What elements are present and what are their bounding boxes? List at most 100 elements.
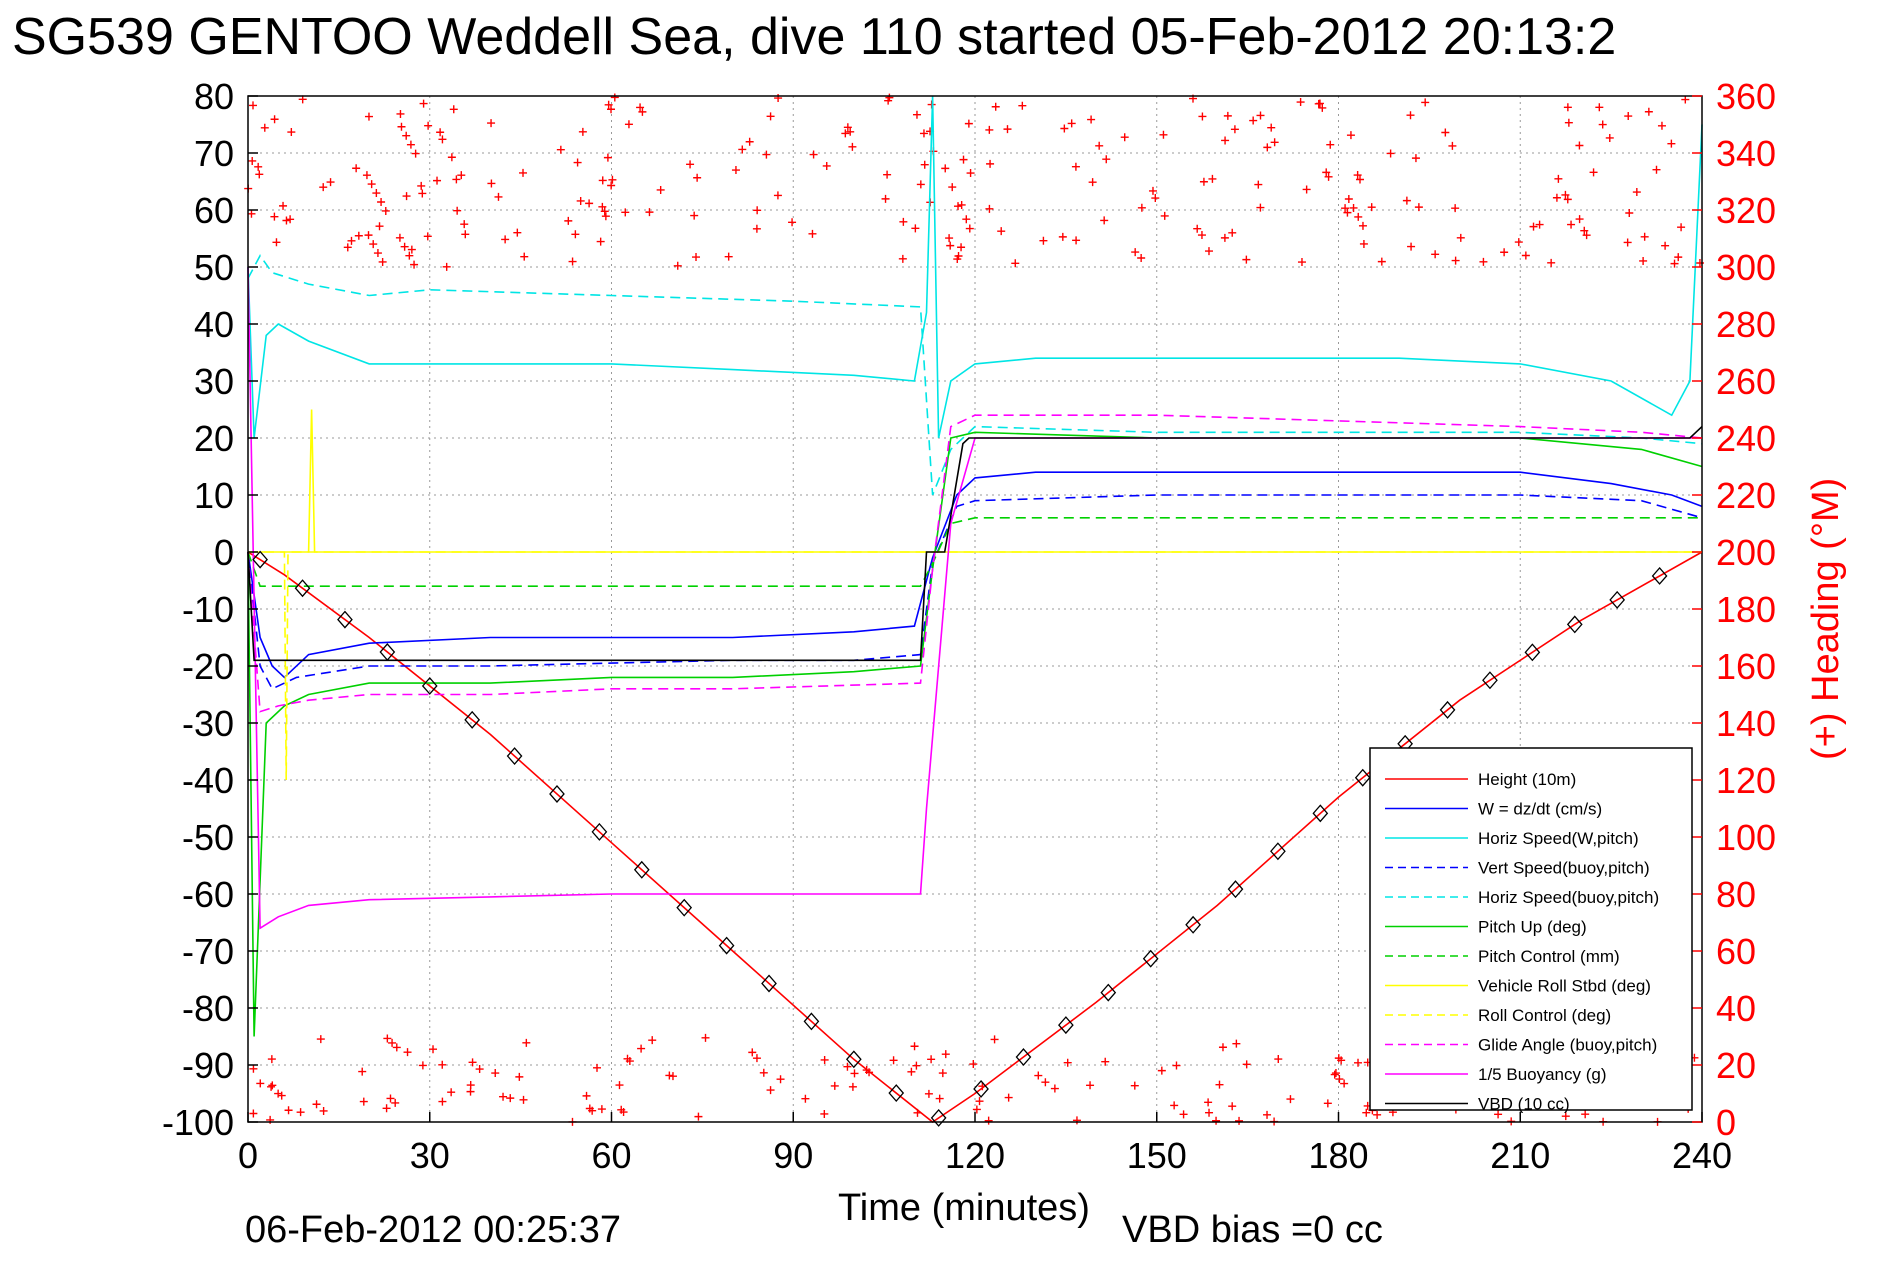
heading-marker [442,262,451,271]
heading-marker [1058,232,1067,241]
heading-marker [433,176,442,185]
heading-marker [1677,223,1686,232]
x-tick-label: 60 [591,1135,631,1176]
height-marker [1439,700,1456,719]
series-line-roll-control-deg [248,551,1702,781]
y-tick-label: -100 [162,1102,234,1143]
height-marker [1015,1048,1032,1067]
legend-label: Height (10m) [1478,770,1576,789]
heading-marker [1003,125,1012,134]
heading-marker [461,230,470,239]
height-marker [1609,590,1626,609]
heading-marker [358,1067,367,1076]
heading-marker [986,159,995,168]
series-line-horiz-speed-buoy-pitch [247,254,1703,496]
heading-marker [938,1069,947,1078]
heading-marker [1322,168,1331,177]
y-right-tick-label: 20 [1716,1045,1756,1086]
heading-marker [920,160,929,169]
heading-marker [690,211,699,220]
heading-marker [438,1060,447,1069]
heading-marker [1100,216,1109,225]
legend-label: Horiz Speed(W,pitch) [1478,829,1639,848]
heading-marker [596,237,605,246]
heading-marker [249,1109,258,1118]
heading-marker [319,1106,328,1115]
y-tick-label: -90 [182,1045,234,1086]
heading-marker [377,197,386,206]
timestamp-footer: 06-Feb-2012 00:25:37 [245,1209,621,1251]
height-marker [930,1108,947,1127]
height-marker [1524,643,1541,662]
height-marker [1312,804,1329,823]
heading-marker [1254,180,1263,189]
heading-marker [1256,111,1265,120]
heading-marker [1095,141,1104,150]
heading-marker [1407,242,1416,251]
heading-marker [1220,233,1229,242]
height-marker [506,747,523,766]
heading-marker [522,1038,531,1047]
heading-marker [1340,1079,1349,1088]
x-tick-label: 30 [410,1135,450,1176]
legend-label: Roll Control (deg) [1478,1006,1611,1025]
height-markers [252,550,1668,1127]
heading-marker [1561,190,1570,199]
height-marker [1142,949,1159,968]
heading-marker [924,1089,933,1098]
heading-marker [1137,254,1146,263]
heading-marker [1353,171,1362,180]
heading-marker [964,119,973,128]
y-right-tick-label: 320 [1716,190,1776,231]
heading-marker [1331,1069,1340,1078]
heading-marker [1346,131,1355,140]
heading-marker [513,228,522,237]
heading-marker [585,199,594,208]
heading-marker [287,128,296,137]
height-marker [1227,880,1244,899]
heading-marker [645,208,654,217]
heading-marker [272,238,281,247]
heading-marker [282,216,291,225]
heading-marker [884,96,893,105]
heading-marker [1256,203,1265,212]
heading-marker [753,206,762,215]
heading-marker [1215,1080,1224,1089]
height-marker [1058,1016,1074,1035]
heading-marker [487,179,496,188]
y-tick-label: 40 [194,304,234,345]
heading-marker [957,243,966,252]
heading-marker [843,123,852,132]
heading-marker [1267,123,1276,132]
heading-marker [447,153,456,162]
heading-marker [673,261,682,270]
heading-marker [1204,1098,1213,1107]
heading-marker [759,1068,768,1077]
series-line-glide-angle-buoy-pitch [247,414,1703,713]
height-marker [1482,671,1498,690]
heading-marker [1179,1110,1188,1119]
legend-label: Pitch Up (deg) [1478,918,1587,937]
heading-marker [475,1065,484,1074]
heading-marker [1067,119,1076,128]
heading-marker [1228,1102,1237,1111]
heading-marker [883,170,892,179]
heading-marker [959,155,968,164]
heading-marker [1221,136,1230,145]
heading-marker [1451,256,1460,265]
heading-marker [267,1082,276,1091]
heading-marker [286,215,295,224]
y-tick-label: 0 [214,532,234,573]
heading-marker [615,1081,624,1090]
legend-label: VBD (10 cc) [1478,1095,1570,1114]
heading-marker [1326,140,1335,149]
heading-marker [1208,174,1217,183]
heading-marker [1414,203,1423,212]
heading-marker [600,207,609,216]
heading-marker [1644,107,1653,116]
heading-marker [519,168,528,177]
heading-marker [881,194,890,203]
heading-marker [1632,188,1641,197]
height-marker [845,1050,862,1069]
